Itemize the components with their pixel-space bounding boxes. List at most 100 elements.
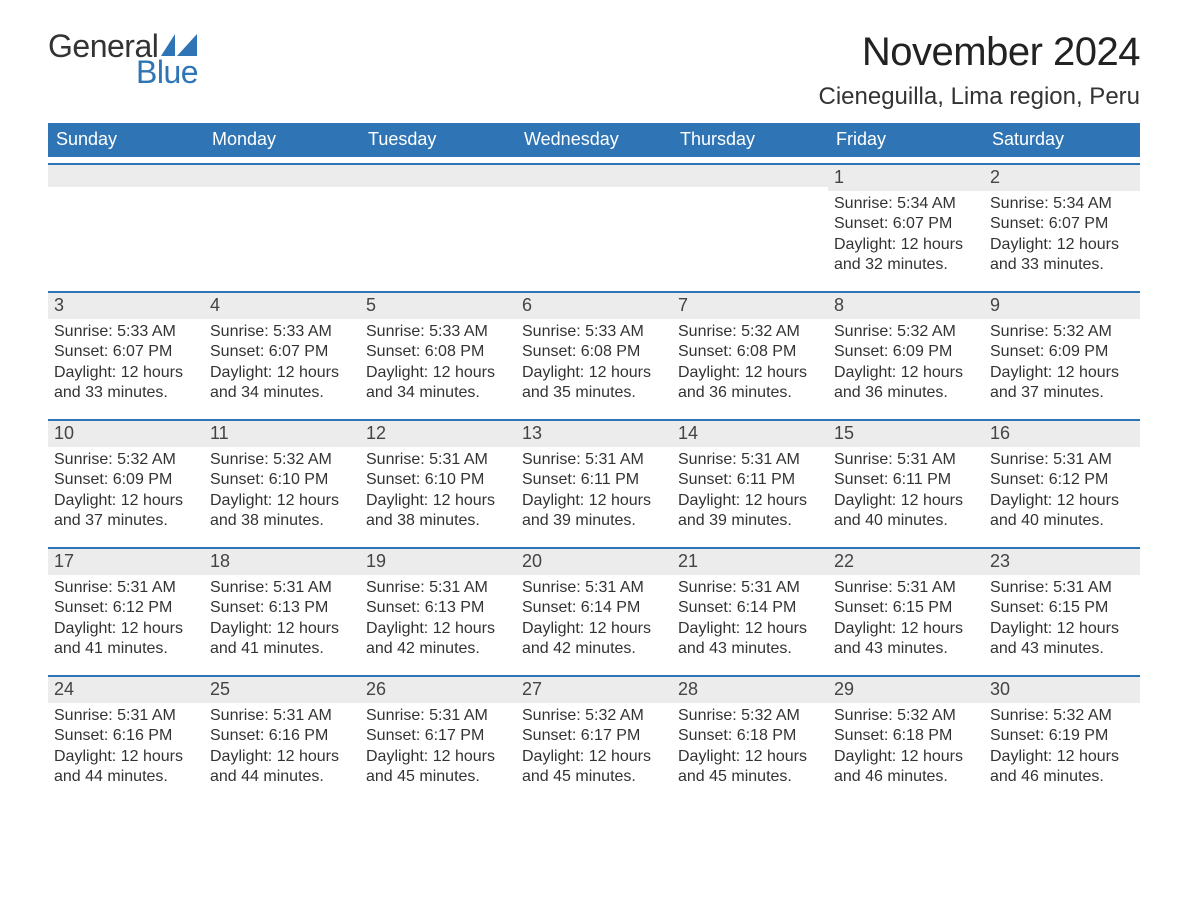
day-sunrise: Sunrise: 5:31 AM — [990, 450, 1134, 470]
day-dl2: and 33 minutes. — [54, 383, 198, 403]
day-sunset: Sunset: 6:17 PM — [522, 726, 666, 746]
day-dl2: and 42 minutes. — [366, 639, 510, 659]
day-dl1: Daylight: 12 hours — [834, 747, 978, 767]
day-cell: 5Sunrise: 5:33 AMSunset: 6:08 PMDaylight… — [360, 291, 516, 413]
day-number: 19 — [360, 547, 516, 575]
week-row: 10Sunrise: 5:32 AMSunset: 6:09 PMDayligh… — [48, 419, 1140, 541]
month-title: November 2024 — [818, 30, 1140, 75]
day-cell: 13Sunrise: 5:31 AMSunset: 6:11 PMDayligh… — [516, 419, 672, 541]
day-dl2: and 39 minutes. — [522, 511, 666, 531]
day-body: Sunrise: 5:32 AMSunset: 6:17 PMDaylight:… — [516, 703, 672, 788]
day-dl2: and 37 minutes. — [990, 383, 1134, 403]
day-cell: 14Sunrise: 5:31 AMSunset: 6:11 PMDayligh… — [672, 419, 828, 541]
day-body: Sunrise: 5:31 AMSunset: 6:15 PMDaylight:… — [828, 575, 984, 660]
day-dl2: and 45 minutes. — [678, 767, 822, 787]
week-row: 3Sunrise: 5:33 AMSunset: 6:07 PMDaylight… — [48, 291, 1140, 413]
day-number: 28 — [672, 675, 828, 703]
weeks-container: 1Sunrise: 5:34 AMSunset: 6:07 PMDaylight… — [48, 163, 1140, 797]
day-dl2: and 46 minutes. — [834, 767, 978, 787]
day-number — [516, 163, 672, 187]
day-body: Sunrise: 5:32 AMSunset: 6:18 PMDaylight:… — [828, 703, 984, 788]
day-sunset: Sunset: 6:13 PM — [366, 598, 510, 618]
dow-wednesday: Wednesday — [516, 123, 672, 157]
day-sunset: Sunset: 6:16 PM — [54, 726, 198, 746]
day-dl2: and 46 minutes. — [990, 767, 1134, 787]
day-dl2: and 41 minutes. — [54, 639, 198, 659]
week-row: 24Sunrise: 5:31 AMSunset: 6:16 PMDayligh… — [48, 675, 1140, 797]
day-sunset: Sunset: 6:10 PM — [366, 470, 510, 490]
day-sunrise: Sunrise: 5:31 AM — [210, 578, 354, 598]
day-sunset: Sunset: 6:10 PM — [210, 470, 354, 490]
day-sunset: Sunset: 6:11 PM — [678, 470, 822, 490]
day-dl1: Daylight: 12 hours — [210, 747, 354, 767]
day-cell: 25Sunrise: 5:31 AMSunset: 6:16 PMDayligh… — [204, 675, 360, 797]
location: Cieneguilla, Lima region, Peru — [818, 83, 1140, 111]
day-number: 9 — [984, 291, 1140, 319]
day-dl1: Daylight: 12 hours — [990, 619, 1134, 639]
day-sunrise: Sunrise: 5:33 AM — [210, 322, 354, 342]
day-dl2: and 35 minutes. — [522, 383, 666, 403]
day-cell: 20Sunrise: 5:31 AMSunset: 6:14 PMDayligh… — [516, 547, 672, 669]
day-cell: 7Sunrise: 5:32 AMSunset: 6:08 PMDaylight… — [672, 291, 828, 413]
day-dl1: Daylight: 12 hours — [834, 491, 978, 511]
day-sunset: Sunset: 6:07 PM — [834, 214, 978, 234]
day-dl2: and 34 minutes. — [210, 383, 354, 403]
day-number: 24 — [48, 675, 204, 703]
day-sunrise: Sunrise: 5:32 AM — [990, 322, 1134, 342]
day-number: 20 — [516, 547, 672, 575]
day-number — [360, 163, 516, 187]
day-sunset: Sunset: 6:07 PM — [990, 214, 1134, 234]
day-body: Sunrise: 5:31 AMSunset: 6:14 PMDaylight:… — [516, 575, 672, 660]
day-number: 7 — [672, 291, 828, 319]
day-cell — [516, 163, 672, 285]
day-cell: 21Sunrise: 5:31 AMSunset: 6:14 PMDayligh… — [672, 547, 828, 669]
day-cell: 11Sunrise: 5:32 AMSunset: 6:10 PMDayligh… — [204, 419, 360, 541]
day-cell: 17Sunrise: 5:31 AMSunset: 6:12 PMDayligh… — [48, 547, 204, 669]
day-dl1: Daylight: 12 hours — [990, 491, 1134, 511]
day-sunrise: Sunrise: 5:31 AM — [834, 450, 978, 470]
flag-icon — [161, 34, 197, 56]
day-sunset: Sunset: 6:12 PM — [990, 470, 1134, 490]
day-number: 22 — [828, 547, 984, 575]
day-body: Sunrise: 5:31 AMSunset: 6:12 PMDaylight:… — [984, 447, 1140, 532]
day-body: Sunrise: 5:31 AMSunset: 6:16 PMDaylight:… — [48, 703, 204, 788]
day-body: Sunrise: 5:34 AMSunset: 6:07 PMDaylight:… — [828, 191, 984, 276]
day-sunrise: Sunrise: 5:34 AM — [834, 194, 978, 214]
day-dl1: Daylight: 12 hours — [210, 363, 354, 383]
day-number — [672, 163, 828, 187]
day-dl2: and 33 minutes. — [990, 255, 1134, 275]
day-number: 27 — [516, 675, 672, 703]
day-sunset: Sunset: 6:09 PM — [54, 470, 198, 490]
day-sunrise: Sunrise: 5:32 AM — [990, 706, 1134, 726]
calendar: Sunday Monday Tuesday Wednesday Thursday… — [48, 123, 1140, 797]
day-dl1: Daylight: 12 hours — [990, 747, 1134, 767]
day-dl1: Daylight: 12 hours — [366, 491, 510, 511]
day-sunset: Sunset: 6:15 PM — [834, 598, 978, 618]
day-sunrise: Sunrise: 5:33 AM — [54, 322, 198, 342]
day-number: 3 — [48, 291, 204, 319]
day-sunset: Sunset: 6:14 PM — [522, 598, 666, 618]
day-dl2: and 44 minutes. — [54, 767, 198, 787]
day-sunrise: Sunrise: 5:32 AM — [210, 450, 354, 470]
day-dl2: and 43 minutes. — [834, 639, 978, 659]
day-cell: 23Sunrise: 5:31 AMSunset: 6:15 PMDayligh… — [984, 547, 1140, 669]
day-number: 13 — [516, 419, 672, 447]
day-number: 29 — [828, 675, 984, 703]
day-body: Sunrise: 5:33 AMSunset: 6:08 PMDaylight:… — [516, 319, 672, 404]
day-dl1: Daylight: 12 hours — [990, 363, 1134, 383]
week-row: 17Sunrise: 5:31 AMSunset: 6:12 PMDayligh… — [48, 547, 1140, 669]
day-sunrise: Sunrise: 5:32 AM — [522, 706, 666, 726]
day-sunrise: Sunrise: 5:31 AM — [366, 578, 510, 598]
day-cell: 6Sunrise: 5:33 AMSunset: 6:08 PMDaylight… — [516, 291, 672, 413]
day-body: Sunrise: 5:33 AMSunset: 6:07 PMDaylight:… — [48, 319, 204, 404]
dow-sunday: Sunday — [48, 123, 204, 157]
day-sunset: Sunset: 6:15 PM — [990, 598, 1134, 618]
day-sunrise: Sunrise: 5:31 AM — [522, 450, 666, 470]
day-dl1: Daylight: 12 hours — [210, 491, 354, 511]
day-dl2: and 39 minutes. — [678, 511, 822, 531]
day-sunset: Sunset: 6:08 PM — [678, 342, 822, 362]
day-number: 12 — [360, 419, 516, 447]
day-body: Sunrise: 5:33 AMSunset: 6:08 PMDaylight:… — [360, 319, 516, 404]
day-dl1: Daylight: 12 hours — [678, 491, 822, 511]
day-body: Sunrise: 5:31 AMSunset: 6:14 PMDaylight:… — [672, 575, 828, 660]
